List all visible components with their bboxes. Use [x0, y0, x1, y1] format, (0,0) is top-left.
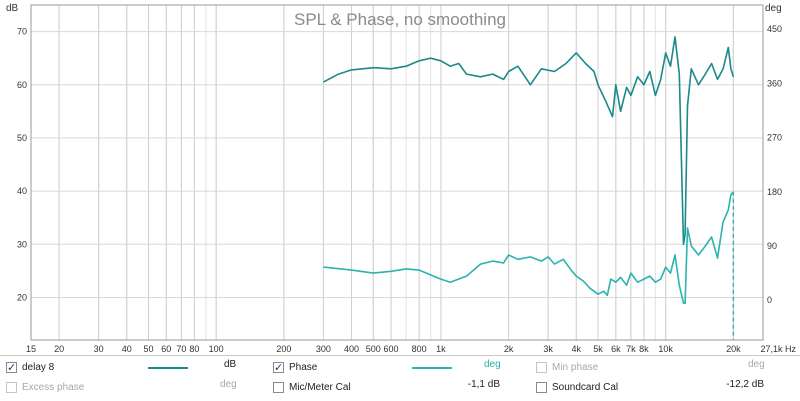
excess-unit: deg [220, 379, 237, 390]
x-tick-label: 6k [611, 344, 621, 354]
legend-panel: delay 8 dB Phase deg Min phase deg Exces… [0, 355, 800, 401]
x-tick-label: 600 [384, 344, 399, 354]
x-tick-label: 80 [189, 344, 199, 354]
x-tick-label: 40 [122, 344, 132, 354]
phase-line-swatch [412, 367, 452, 369]
chart-title: SPL & Phase, no smoothing [294, 10, 506, 29]
x-tick-label: 300 [316, 344, 331, 354]
minphase-label: Min phase [552, 362, 599, 373]
x-tick-label: 3k [543, 344, 553, 354]
y-left-tick-label: 50 [17, 133, 27, 143]
x-tick-label: 400 [344, 344, 359, 354]
x-tick-label: 2k [504, 344, 514, 354]
x-tick-label: 7k [626, 344, 636, 354]
phase-label: Phase [289, 362, 318, 373]
x-tick-label: 50 [144, 344, 154, 354]
excess-checkbox[interactable] [6, 382, 17, 393]
minphase-checkbox[interactable] [536, 362, 547, 373]
y-right-tick-label: 90 [767, 241, 777, 251]
spl-phase-chart: 15 20 30 40 50 60 70 80 100 200 300 400 500 600 800 1k 2… [6, 3, 797, 354]
soundcard-checkbox[interactable] [536, 382, 547, 393]
delay-unit: dB [224, 359, 237, 370]
phase-unit: deg [484, 359, 501, 370]
mic-checkbox[interactable] [273, 382, 284, 393]
delay-checkbox[interactable] [6, 359, 17, 377]
x-tick-label: 4k [571, 344, 581, 354]
x-tick-label: 20k [726, 344, 741, 354]
mic-value: -1,1 dB [467, 379, 500, 390]
y-right-tick-label: 360 [767, 78, 782, 88]
soundcard-value: -12,2 dB [726, 379, 764, 390]
y-right-tick-label: 180 [767, 187, 782, 197]
mic-label: Mic/Meter Cal [289, 382, 351, 393]
spl-series-line [323, 36, 735, 246]
phase-series-line [323, 191, 734, 305]
x-tick-label: 500 [366, 344, 381, 354]
y-right-tick-label: 0 [767, 295, 772, 305]
x-tick-label: 5k [593, 344, 603, 354]
soundcard-label: Soundcard Cal [552, 382, 619, 393]
x-tick-label: 200 [276, 344, 291, 354]
x-tick-label: 70 [176, 344, 186, 354]
x-tick-label: 100 [209, 344, 224, 354]
x-tick-label: 8k [639, 344, 649, 354]
y-left-tick-label: 30 [17, 239, 27, 249]
y-right-tick-label: 450 [767, 24, 782, 34]
x-tick-label: 15 [26, 344, 36, 354]
y-left-tick-label: 70 [17, 27, 27, 37]
x-tick-label: 27,1k Hz [760, 344, 796, 354]
x-tick-label: 10k [658, 344, 673, 354]
delay-label: delay 8 [22, 362, 55, 373]
y-axis-left-label: dB [6, 3, 19, 14]
phase-checkbox[interactable] [273, 359, 284, 377]
y-axis-right-label: deg [765, 3, 782, 14]
y-right-tick-label: 270 [767, 133, 782, 143]
y-left-tick-label: 40 [17, 186, 27, 196]
x-tick-label: 20 [54, 344, 64, 354]
minphase-unit: deg [748, 359, 765, 370]
delay-line-swatch [148, 367, 188, 369]
x-tick-label: 800 [412, 344, 427, 354]
y-left-tick-label: 20 [17, 292, 27, 302]
y-left-tick-label: 60 [17, 80, 27, 90]
plot-frame [30, 4, 764, 341]
x-tick-label: 60 [161, 344, 171, 354]
excess-label: Excess phase [22, 382, 85, 393]
x-tick-label: 1k [436, 344, 446, 354]
x-tick-label: 30 [94, 344, 104, 354]
